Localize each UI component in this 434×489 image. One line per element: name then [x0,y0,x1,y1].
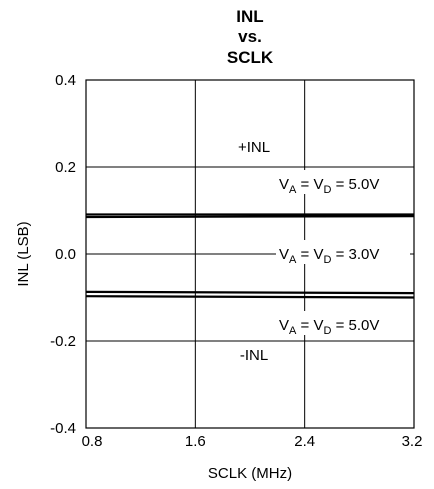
y-axis-label: INL (LSB) [15,221,32,286]
chart-title-line-3: SCLK [227,48,274,67]
cond-top-val: = 5.0V [331,176,379,193]
x-tick-label: 1.6 [185,433,206,450]
condition-label-top: VA = VD = 5.0V [276,170,410,196]
x-tick-label: 3.2 [402,433,423,450]
cond-mid-val: = 3.0V [331,246,379,263]
series-lines [85,213,415,299]
inl-negative-label: -INL [240,347,268,364]
x-tick-label: 2.4 [294,433,315,450]
cond-bot-sub2: D [323,325,331,337]
inl-positive-label: +INL [238,139,270,156]
chart-title-line-1: INL [236,7,263,26]
cond-mid-sub1: A [289,254,297,266]
tick-labels: 0.8 1.6 2.4 3.2 0.4 0.2 0.0 -0.2 -0.4 [50,72,422,450]
cond-mid-sub2: D [323,254,331,266]
cond-bot-eq: = V [296,317,323,334]
series-line-2 [85,215,415,219]
x-axis-label: SCLK (MHz) [208,465,292,482]
chart-title-line-2: vs. [238,27,262,46]
series-line-3 [85,290,415,295]
series-line-4 [85,295,415,299]
cond-bot-sub1: A [289,325,297,337]
cond-top-base: V [279,176,289,193]
cond-mid-eq: = V [296,246,323,263]
cond-top-eq: = V [296,176,323,193]
y-tick-label: 0.4 [55,72,76,89]
y-tick-label: -0.4 [50,420,76,437]
cond-bot-base: V [279,317,289,334]
cond-top-sub1: A [289,184,297,196]
y-tick-label: 0.2 [55,159,76,176]
y-tick-label: 0.0 [55,246,76,263]
y-tick-label: -0.2 [50,333,76,350]
condition-label-bottom: VA = VD = 5.0V [276,311,410,337]
condition-label-middle: VA = VD = 3.0V [276,240,410,266]
svg-text:VA = VD = 3.0V: VA = VD = 3.0V [279,246,379,266]
cond-mid-base: V [279,246,289,263]
svg-text:VA = VD = 5.0V: VA = VD = 5.0V [279,317,379,337]
svg-text:VA = VD = 5.0V: VA = VD = 5.0V [279,176,379,196]
x-tick-label: 0.8 [82,433,103,450]
cond-bot-val: = 5.0V [331,317,379,334]
plot-frame [85,79,415,429]
cond-top-sub2: D [323,184,331,196]
